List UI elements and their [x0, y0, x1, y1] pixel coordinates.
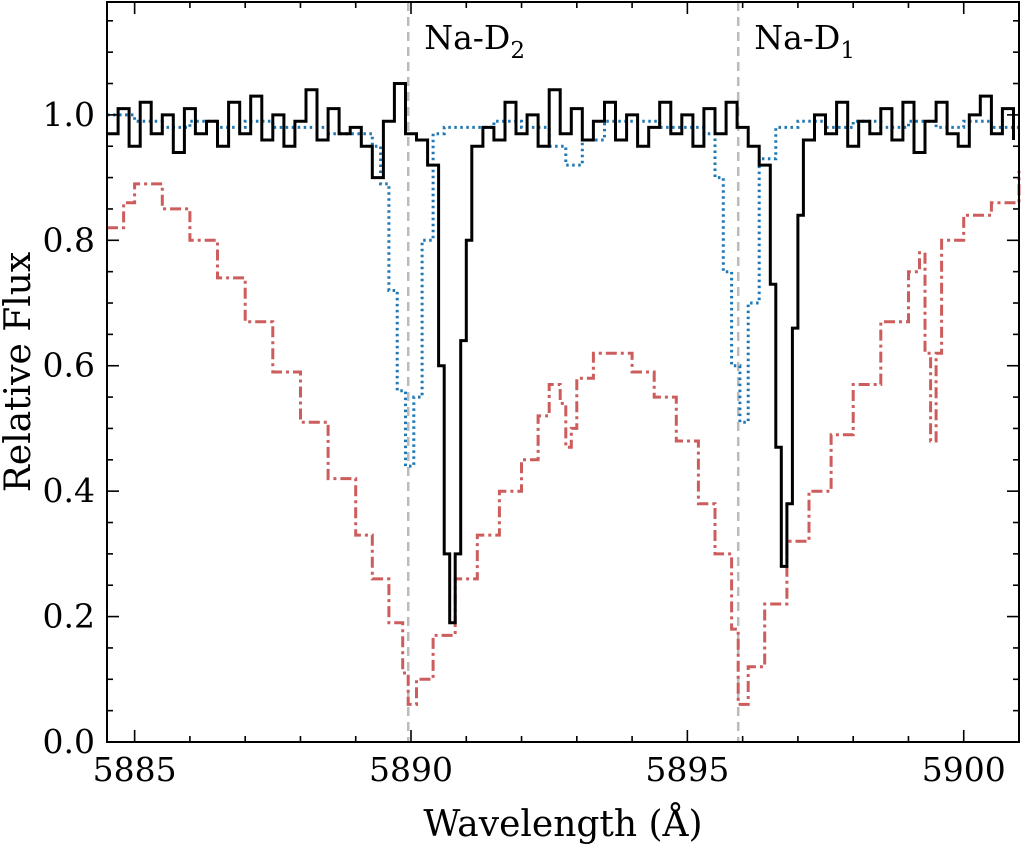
- y-tick-label: 1.0: [43, 95, 95, 134]
- tick-labels: 5885 5890 5895 5900 0.0 0.2 0.4 0.6 0.8 1.0: [43, 95, 1006, 789]
- data-series: [107, 82, 1021, 706]
- plot-frame: [106, 1, 1020, 743]
- x-axis-label: Wavelength (Å): [423, 803, 702, 845]
- line-label-2: Na-D1: [754, 18, 855, 64]
- y-axis-label: Relative Flux: [0, 252, 39, 492]
- x-tick-label: 5890: [369, 750, 453, 789]
- y-tick-label: 0.4: [43, 471, 95, 510]
- y-tick-label: 0.8: [43, 220, 95, 259]
- x-tick-label: 5895: [645, 750, 729, 789]
- axis-ticks: [107, 2, 1020, 743]
- y-tick-label: 0.6: [43, 346, 95, 385]
- line-label-1: Na-D2: [424, 18, 525, 64]
- reference-lines: [406, 2, 740, 742]
- x-tick-label: 5900: [922, 750, 1006, 789]
- series-line-1: [107, 171, 1021, 706]
- series-line-3: [107, 82, 1015, 625]
- x-tick-label: 5885: [93, 750, 177, 789]
- line-annotations: Na-D2 Na-D1: [424, 18, 855, 64]
- y-tick-label: 0.0: [43, 722, 95, 761]
- y-tick-label: 0.2: [43, 597, 95, 636]
